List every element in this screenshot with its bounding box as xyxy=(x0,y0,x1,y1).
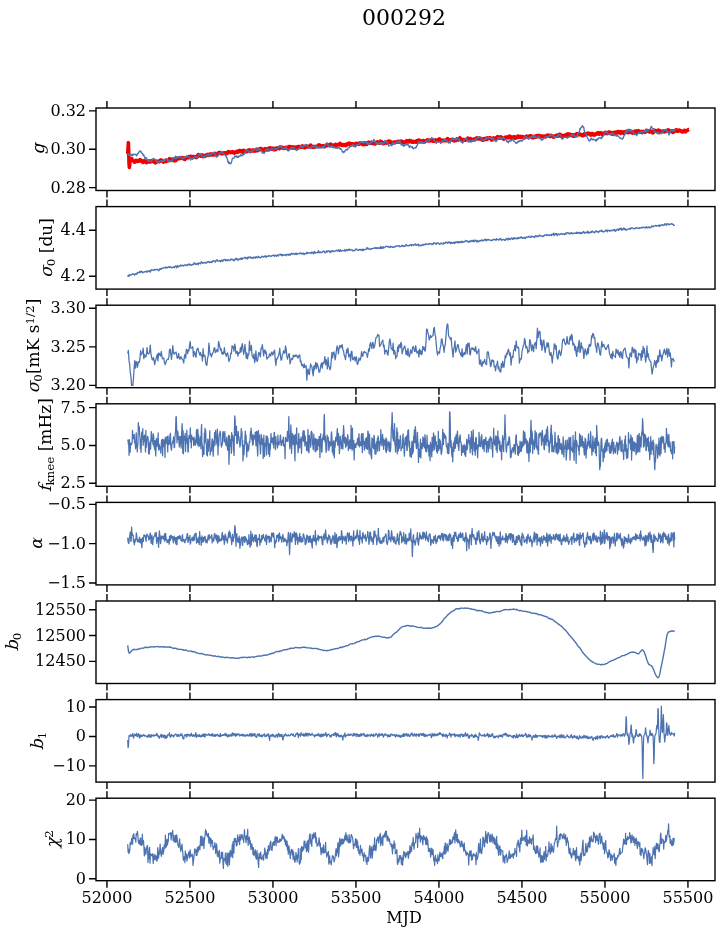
y-tick-label: 0.32 xyxy=(0,101,86,120)
y-axis-label-b0: b0 xyxy=(2,633,25,651)
x-tick-label: 54500 xyxy=(496,888,547,907)
figure: 000292 MJD 0.280.300.32g4.24.4σ0 [du]3.2… xyxy=(0,0,725,936)
y-axis-label-g: g xyxy=(28,144,48,155)
plot-canvas xyxy=(0,0,725,936)
y-axis-label-b1: b1 xyxy=(27,732,50,750)
x-tick-label: 52000 xyxy=(82,888,133,907)
y-axis-label-alpha: α xyxy=(26,538,46,549)
y-tick-label: 10 xyxy=(0,697,86,716)
y-tick-label: 12550 xyxy=(0,600,86,619)
y-tick-label: −1.5 xyxy=(0,573,86,592)
y-tick-label: 0.28 xyxy=(0,178,86,197)
y-axis-label-chi2: χ2 xyxy=(42,830,62,848)
x-tick-label: 53000 xyxy=(247,888,298,907)
x-tick-label: 53500 xyxy=(330,888,381,907)
y-tick-label: 20 xyxy=(0,790,86,809)
y-tick-label: 12450 xyxy=(0,651,86,670)
x-axis-label: MJD xyxy=(386,908,422,927)
x-tick-label: 52500 xyxy=(165,888,216,907)
y-tick-label: 0 xyxy=(0,869,86,888)
chart-title: 000292 xyxy=(362,5,446,30)
y-tick-label: −10 xyxy=(0,756,86,775)
x-tick-label: 55500 xyxy=(662,888,713,907)
x-tick-label: 55000 xyxy=(579,888,630,907)
y-axis-label-fknee: fknee [mHz] xyxy=(35,398,58,492)
y-tick-label: −0.5 xyxy=(0,494,86,513)
y-axis-label-sigma0_mK: σ0[mK s1/2] xyxy=(23,299,46,394)
x-tick-label: 54000 xyxy=(413,888,464,907)
y-axis-label-sigma0_du: σ0 [du] xyxy=(36,218,59,278)
